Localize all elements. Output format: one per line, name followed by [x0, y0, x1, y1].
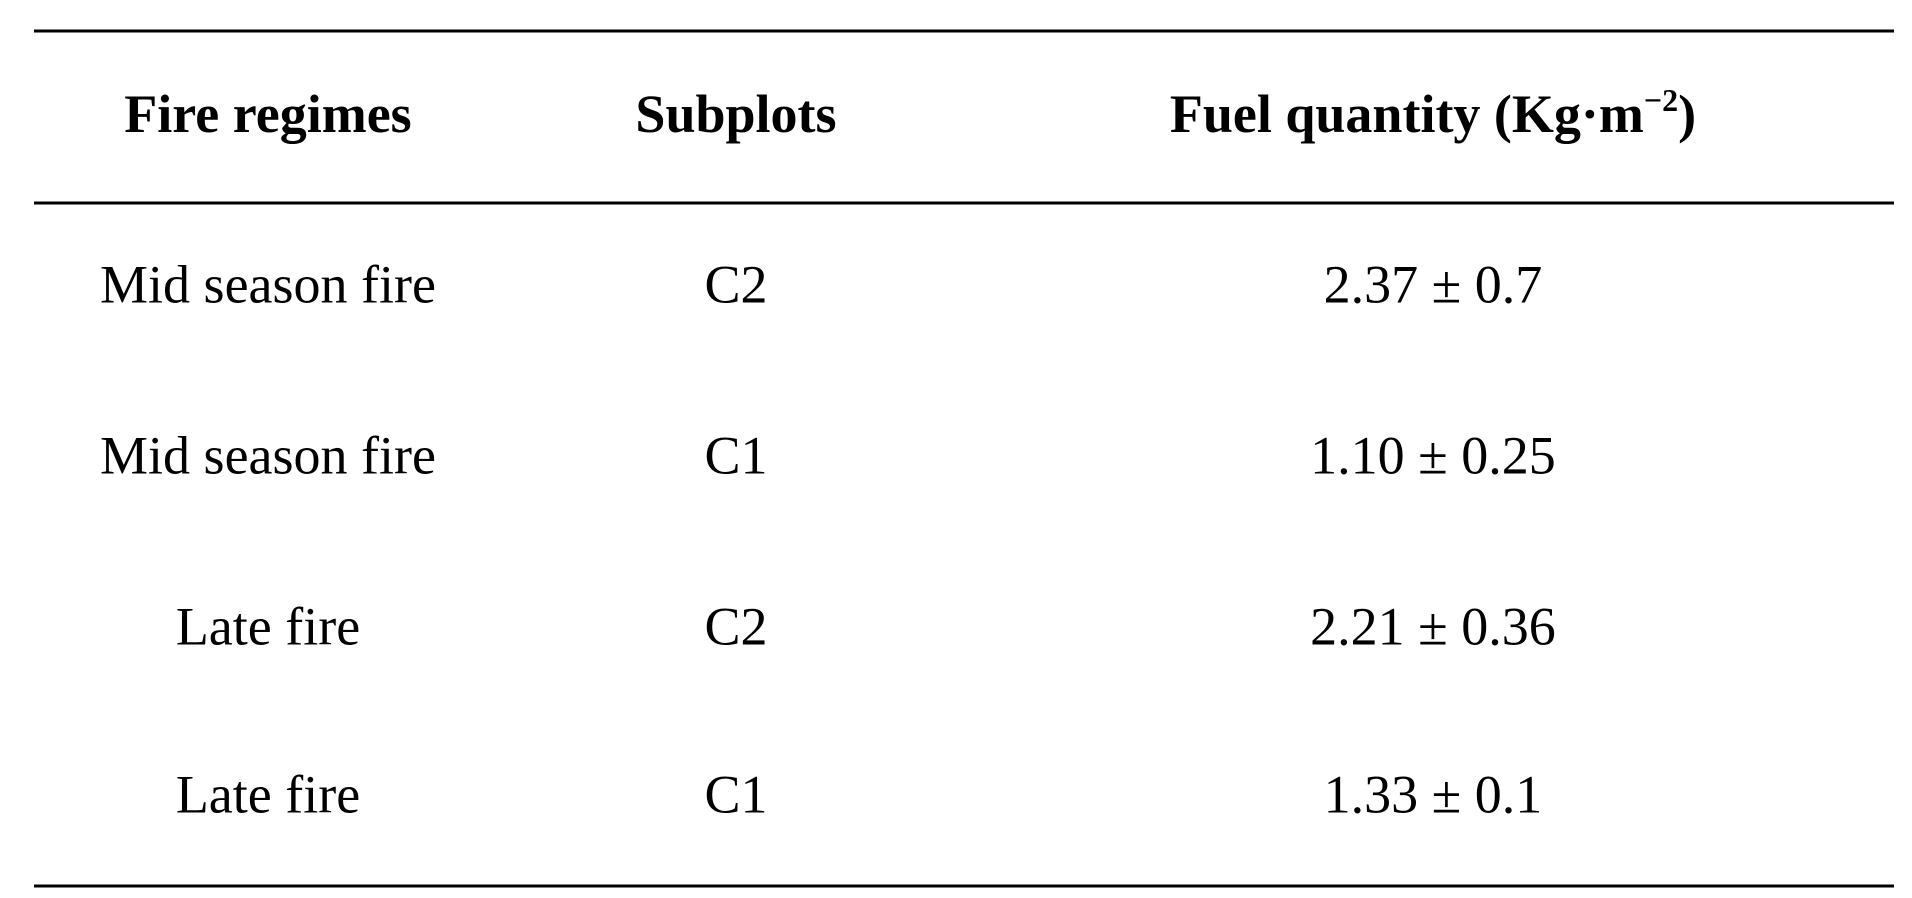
- table-cell: C2: [704, 596, 767, 656]
- table-cell: C1: [704, 425, 767, 485]
- header-text: Fuel quantity (Kg·m: [1170, 84, 1644, 144]
- table-cell: Mid season fire: [100, 254, 436, 314]
- header-cell: Fuel quantity (Kg·m−2): [1170, 82, 1696, 144]
- table-cell: 2.37 ± 0.7: [1324, 254, 1543, 314]
- header-cell: Fire regimes: [124, 84, 411, 144]
- header-superscript: −2: [1644, 82, 1678, 118]
- table-cell: 1.10 ± 0.25: [1310, 425, 1556, 485]
- table-cell: Mid season fire: [100, 425, 436, 485]
- header-text: Subplots: [635, 84, 836, 144]
- header-text: Fire regimes: [124, 84, 411, 144]
- table-cell: Late fire: [176, 764, 360, 824]
- header-suffix: ): [1678, 84, 1696, 144]
- table-cell: Late fire: [176, 596, 360, 656]
- table-cell: 1.33 ± 0.1: [1324, 764, 1543, 824]
- header-cell: Subplots: [635, 84, 836, 144]
- table-cell: C1: [704, 764, 767, 824]
- table-cell: C2: [704, 254, 767, 314]
- table-cell: 2.21 ± 0.36: [1310, 596, 1556, 656]
